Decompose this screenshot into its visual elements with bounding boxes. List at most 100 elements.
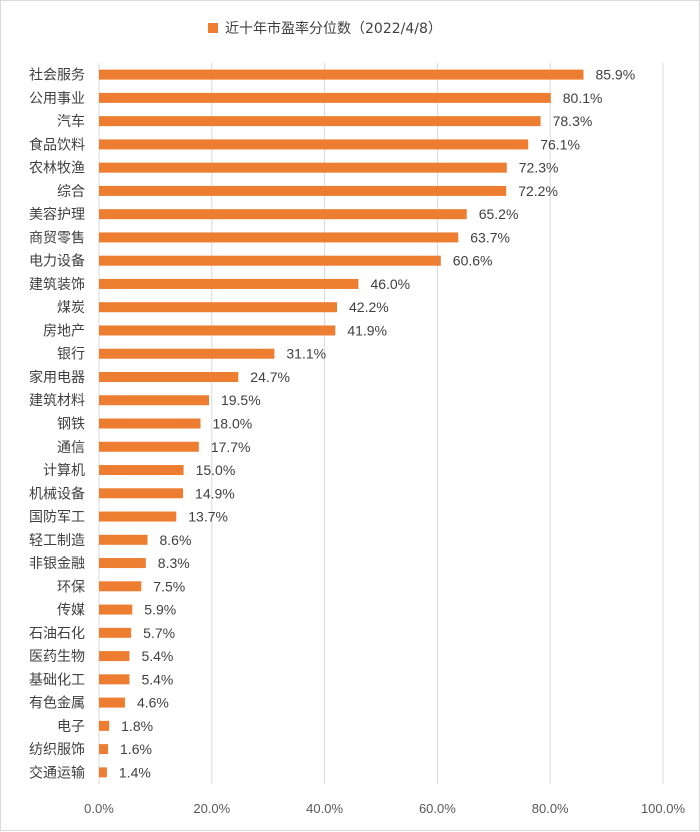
category-label: 计算机 <box>43 463 85 479</box>
category-label: 房地产 <box>43 323 85 339</box>
value-label: 78.3% <box>553 113 593 129</box>
value-label: 1.4% <box>119 764 151 780</box>
value-label: 17.7% <box>211 439 251 455</box>
bar <box>99 651 130 662</box>
bar <box>99 674 130 685</box>
category-label: 食品饮料 <box>29 136 85 153</box>
value-label: 46.0% <box>370 276 410 292</box>
value-label: 7.5% <box>153 578 185 594</box>
category-label: 公用事业 <box>29 91 85 107</box>
category-labels: 社会服务公用事业汽车食品饮料农林牧渔综合美容护理商贸零售电力设备建筑装饰煤炭房地… <box>29 68 85 782</box>
category-label: 有色金属 <box>29 695 85 712</box>
category-label: 轻工制造 <box>29 533 85 549</box>
bar <box>99 465 184 476</box>
category-label: 电子 <box>57 719 85 735</box>
value-label: 72.3% <box>519 160 559 176</box>
value-label: 85.9% <box>595 67 635 83</box>
category-label: 建筑材料 <box>29 393 85 409</box>
gridlines <box>98 63 664 784</box>
bar <box>99 278 359 289</box>
bar <box>99 744 109 755</box>
category-label: 商贸零售 <box>29 230 85 246</box>
value-label: 5.7% <box>143 625 175 641</box>
category-label: 环保 <box>57 579 85 595</box>
bar <box>99 395 209 406</box>
category-label: 社会服务 <box>29 68 85 84</box>
bar <box>99 441 199 452</box>
category-label: 传媒 <box>57 603 85 619</box>
bar <box>99 581 142 592</box>
bar <box>99 255 441 266</box>
value-label: 18.0% <box>213 416 253 432</box>
bar <box>99 185 507 196</box>
category-label: 石油石化 <box>29 626 85 642</box>
bar <box>99 627 132 638</box>
bar <box>99 418 201 429</box>
category-label: 医药生物 <box>29 649 85 665</box>
x-tick-label: 40.0% <box>306 801 343 816</box>
category-label: 钢铁 <box>57 417 85 433</box>
value-label: 1.8% <box>121 718 153 734</box>
value-label: 8.6% <box>160 532 192 548</box>
x-axis-ticks: 0.0% 20.0% 40.0% 60.0% 80.0% 100.0% <box>84 801 685 816</box>
bar <box>99 162 507 173</box>
bar <box>99 488 184 499</box>
category-label: 非银金融 <box>29 556 85 572</box>
bar <box>99 697 125 708</box>
bar <box>99 348 275 359</box>
value-label: 14.9% <box>195 485 235 501</box>
category-label: 煤炭 <box>57 300 85 316</box>
value-label: 31.1% <box>286 346 326 362</box>
value-label: 76.1% <box>540 136 580 152</box>
value-label: 5.4% <box>141 648 173 664</box>
category-label: 建筑装饰 <box>29 277 85 293</box>
value-labels: 85.9% 80.1% 78.3% 76.1% 72.3% 72.2% 65.2% 63.7%… <box>119 67 635 781</box>
bar <box>99 534 148 545</box>
legend: 近十年市盈率分位数（2022/4/8） <box>208 20 442 37</box>
value-label: 8.3% <box>158 555 190 571</box>
category-label: 综合 <box>57 184 85 200</box>
value-label: 5.4% <box>141 671 173 687</box>
value-label: 15.0% <box>196 462 236 478</box>
x-tick-label: 100.0% <box>641 801 686 816</box>
value-label: 41.9% <box>347 322 387 338</box>
value-label: 4.6% <box>137 695 169 711</box>
category-label: 美容护理 <box>29 206 85 223</box>
value-label: 42.2% <box>349 299 389 315</box>
value-label: 24.7% <box>250 369 290 385</box>
bars <box>99 69 584 778</box>
category-label: 基础化工 <box>29 671 85 688</box>
x-tick-label: 80.0% <box>532 801 569 816</box>
bar <box>99 325 336 336</box>
category-label: 汽车 <box>57 113 85 130</box>
bar <box>99 511 177 522</box>
category-label: 交通运输 <box>29 764 85 781</box>
category-label: 国防军工 <box>29 510 85 526</box>
category-label: 家用电器 <box>29 369 85 386</box>
value-label: 60.6% <box>453 253 493 269</box>
bar <box>99 209 467 220</box>
category-label: 机械设备 <box>29 485 85 502</box>
value-label: 63.7% <box>470 229 510 245</box>
bar <box>99 302 338 313</box>
value-label: 80.1% <box>563 90 603 106</box>
bar <box>99 232 459 243</box>
value-label: 13.7% <box>188 509 228 525</box>
legend-swatch <box>208 23 218 33</box>
category-label: 银行 <box>57 347 85 363</box>
bar <box>99 371 239 382</box>
category-label: 通信 <box>57 440 85 456</box>
value-label: 72.2% <box>518 183 558 199</box>
category-label: 农林牧渔 <box>29 161 85 177</box>
bar <box>99 69 584 80</box>
bar <box>99 720 110 731</box>
category-label: 电力设备 <box>29 253 85 270</box>
category-label: 纺织服饰 <box>29 742 85 758</box>
bar <box>99 604 133 615</box>
x-tick-label: 60.0% <box>419 801 456 816</box>
bar <box>99 767 107 778</box>
bar <box>99 139 529 150</box>
bar <box>99 558 146 569</box>
